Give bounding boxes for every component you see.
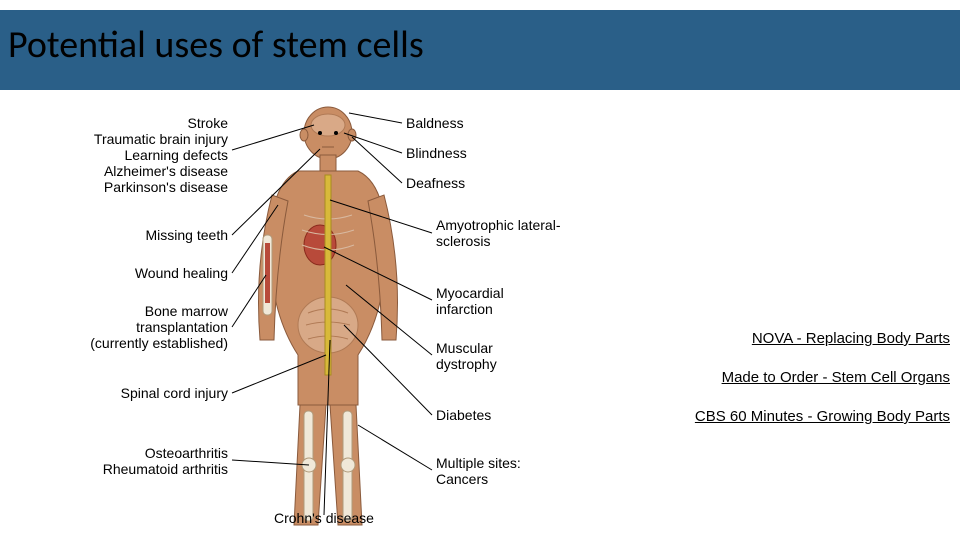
label-cancers: Multiple sites: Cancers xyxy=(436,455,521,487)
label-missing-teeth: Missing teeth xyxy=(14,227,228,243)
label-myocardial-infarction: Myocardial infarction xyxy=(436,285,504,317)
label-wound-healing: Wound healing xyxy=(14,265,228,281)
label-diabetes: Diabetes xyxy=(436,407,491,423)
label-spinal-cord: Spinal cord injury xyxy=(14,385,228,401)
video-links-block: NOVA - Replacing Body Parts Made to Orde… xyxy=(620,330,950,447)
label-blindness: Blindness xyxy=(406,145,467,161)
label-deafness: Deafness xyxy=(406,175,465,191)
label-muscular-dystrophy: Muscular dystrophy xyxy=(436,340,497,372)
label-als: Amyotrophic lateral- sclerosis xyxy=(436,217,561,249)
link-cbs-60-minutes[interactable]: CBS 60 Minutes - Growing Body Parts xyxy=(620,408,950,425)
stem-cell-diagram: Stroke Traumatic brain injury Learning d… xyxy=(14,105,604,535)
label-crohns: Crohn's disease xyxy=(274,510,374,526)
label-baldness: Baldness xyxy=(406,115,464,131)
label-arthritis: Osteoarthritis Rheumatoid arthritis xyxy=(14,445,228,477)
link-nova[interactable]: NOVA - Replacing Body Parts xyxy=(620,330,950,347)
slide-title: Potential uses of stem cells xyxy=(8,22,424,68)
label-brain-group: Stroke Traumatic brain injury Learning d… xyxy=(14,115,228,195)
link-made-to-order[interactable]: Made to Order - Stem Cell Organs xyxy=(620,369,950,386)
label-bone-marrow: Bone marrow transplantation (currently e… xyxy=(14,303,228,351)
